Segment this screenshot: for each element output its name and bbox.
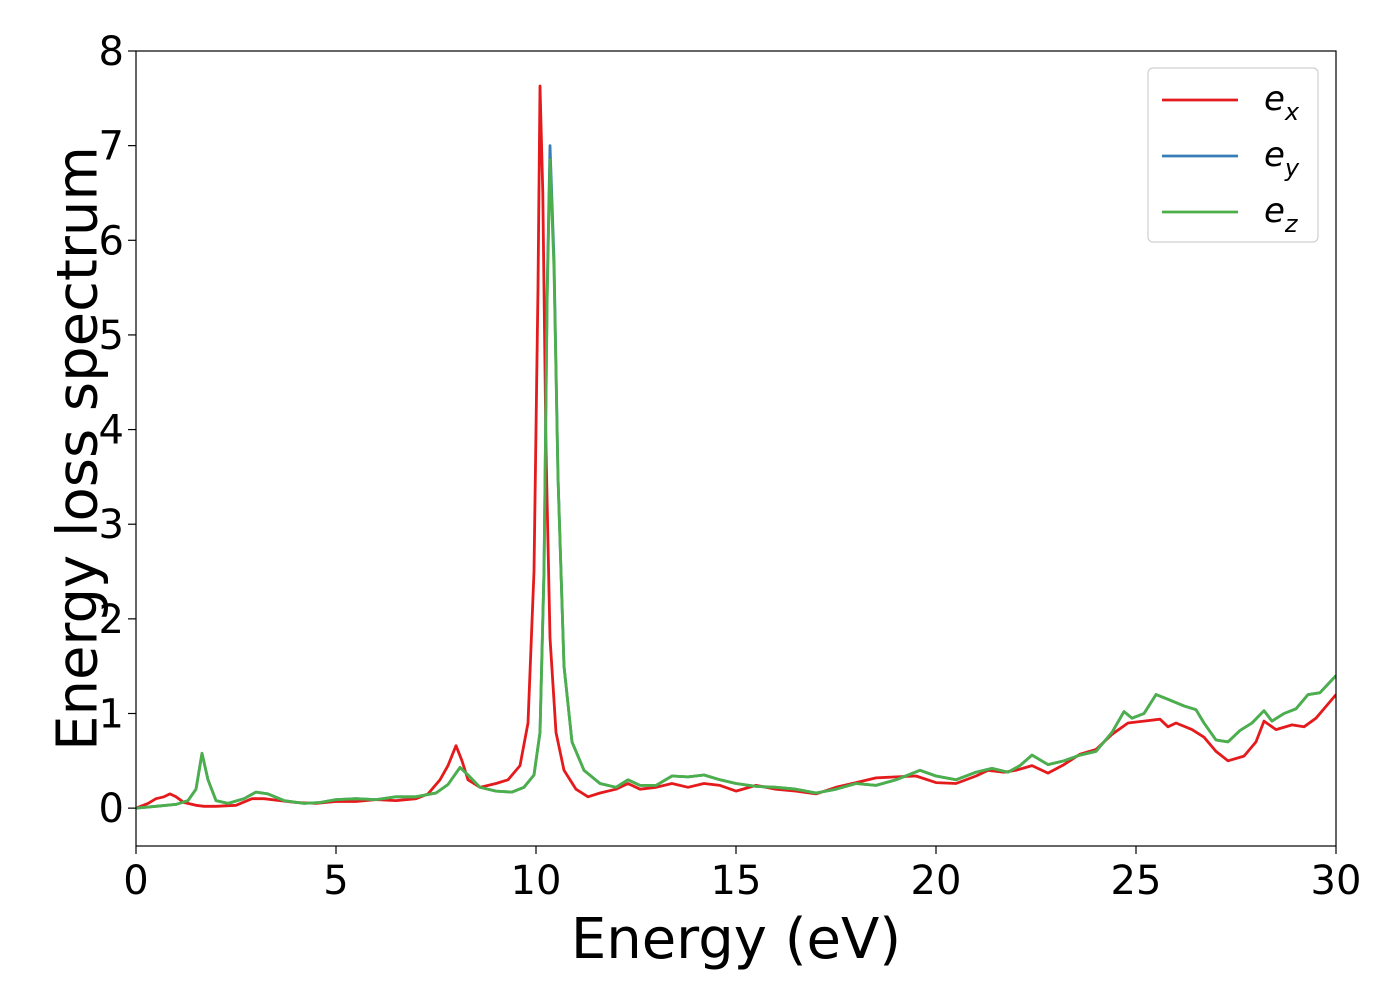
x-tick-label: 20 xyxy=(911,858,962,904)
y-tick-label: 4 xyxy=(99,408,124,454)
y-tick-label: 8 xyxy=(99,29,124,75)
x-axis-title: Energy (eV) xyxy=(571,907,901,972)
y-tick-label: 3 xyxy=(99,502,124,548)
y-tick-label: 6 xyxy=(99,218,124,264)
x-tick-label: 0 xyxy=(123,858,148,904)
x-tick-label: 25 xyxy=(1111,858,1162,904)
legend-label-main: e xyxy=(1264,191,1285,231)
y-tick-label: 0 xyxy=(99,786,124,832)
legend-label-main: e xyxy=(1264,135,1285,175)
y-tick-label: 5 xyxy=(99,313,124,359)
legend-label-sub: z xyxy=(1284,210,1299,238)
legend-label: ez xyxy=(1264,191,1299,238)
series-layer xyxy=(136,84,1336,810)
series-line-e-y xyxy=(136,144,1336,810)
legend-label-main: e xyxy=(1264,79,1285,119)
series-line-e-z xyxy=(136,158,1336,810)
legend-label: ex xyxy=(1264,79,1300,126)
legend-label-sub: x xyxy=(1284,98,1300,126)
x-tick-label: 15 xyxy=(711,858,762,904)
legend-label: ey xyxy=(1264,135,1300,182)
x-tick-label: 10 xyxy=(511,858,562,904)
legend-item-e-x: ex xyxy=(1162,79,1300,126)
y-tick-label: 1 xyxy=(99,692,124,738)
legend-label-sub: y xyxy=(1284,154,1300,182)
y-tick-label: 7 xyxy=(99,124,124,170)
x-axis: 0 5 10 15 20 25 30 xyxy=(123,846,1361,904)
legend-item-e-y: ey xyxy=(1162,135,1300,182)
legend-item-e-z: ez xyxy=(1162,191,1299,238)
x-tick-label: 30 xyxy=(1311,858,1362,904)
x-tick-label: 5 xyxy=(323,858,348,904)
y-axis: 0 1 2 3 4 5 6 7 8 xyxy=(99,29,136,832)
y-axis-title: Energy loss spectrum xyxy=(46,146,111,751)
y-tick-label: 2 xyxy=(99,597,124,643)
